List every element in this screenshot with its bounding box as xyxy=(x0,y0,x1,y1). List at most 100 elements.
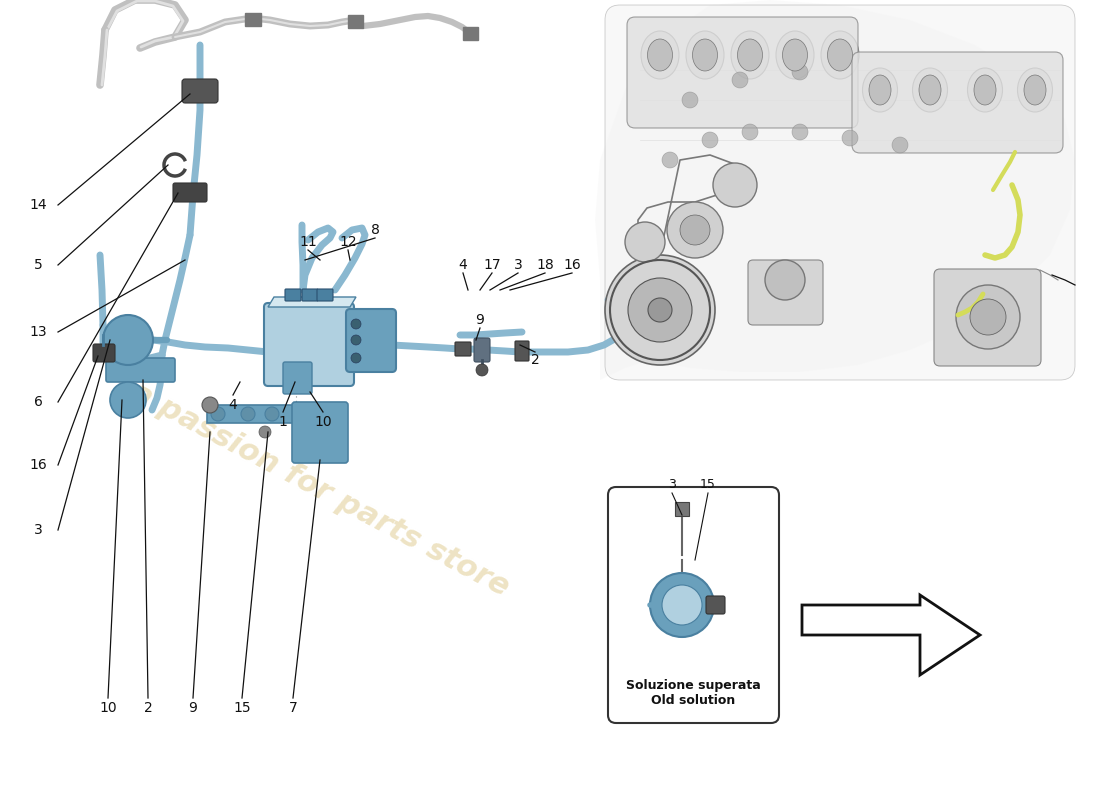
Text: 9: 9 xyxy=(475,313,484,327)
Polygon shape xyxy=(595,0,1075,380)
Circle shape xyxy=(970,299,1007,335)
Circle shape xyxy=(792,64,808,80)
Circle shape xyxy=(110,382,146,418)
Circle shape xyxy=(625,222,666,262)
Ellipse shape xyxy=(827,39,853,71)
Text: 10: 10 xyxy=(315,415,332,429)
Bar xyxy=(463,27,478,40)
Text: 15: 15 xyxy=(233,701,251,715)
Text: 3: 3 xyxy=(34,523,43,537)
FancyBboxPatch shape xyxy=(675,502,689,516)
Circle shape xyxy=(351,319,361,329)
FancyBboxPatch shape xyxy=(182,79,218,103)
Ellipse shape xyxy=(776,31,814,79)
Circle shape xyxy=(211,407,226,421)
Circle shape xyxy=(842,130,858,146)
Circle shape xyxy=(682,92,698,108)
Circle shape xyxy=(742,124,758,140)
Ellipse shape xyxy=(641,31,679,79)
FancyBboxPatch shape xyxy=(474,338,490,362)
FancyBboxPatch shape xyxy=(285,289,301,301)
FancyBboxPatch shape xyxy=(283,362,312,394)
Text: 15: 15 xyxy=(700,478,716,491)
Polygon shape xyxy=(268,297,356,307)
Text: 14: 14 xyxy=(30,198,47,212)
Circle shape xyxy=(628,278,692,342)
Ellipse shape xyxy=(737,39,762,71)
Ellipse shape xyxy=(821,31,859,79)
FancyBboxPatch shape xyxy=(515,341,529,361)
Circle shape xyxy=(258,426,271,438)
Circle shape xyxy=(956,285,1020,349)
Ellipse shape xyxy=(1024,75,1046,105)
FancyBboxPatch shape xyxy=(346,309,396,372)
Ellipse shape xyxy=(686,31,724,79)
Text: Old solution: Old solution xyxy=(651,694,735,706)
Text: 8: 8 xyxy=(371,223,380,237)
Text: 6: 6 xyxy=(34,395,43,409)
FancyBboxPatch shape xyxy=(106,358,175,382)
Text: a passion for parts store: a passion for parts store xyxy=(126,378,514,602)
Text: 13: 13 xyxy=(30,325,47,339)
FancyBboxPatch shape xyxy=(94,344,115,362)
Bar xyxy=(348,15,363,28)
FancyBboxPatch shape xyxy=(207,405,327,423)
Text: 3: 3 xyxy=(514,258,522,272)
Bar xyxy=(245,13,261,26)
Ellipse shape xyxy=(1018,68,1053,112)
Circle shape xyxy=(662,585,702,625)
Ellipse shape xyxy=(782,39,807,71)
Circle shape xyxy=(892,137,907,153)
Circle shape xyxy=(605,255,715,365)
Circle shape xyxy=(732,72,748,88)
Text: 7: 7 xyxy=(288,701,297,715)
Circle shape xyxy=(351,353,361,363)
FancyBboxPatch shape xyxy=(934,269,1041,366)
Ellipse shape xyxy=(693,39,717,71)
Circle shape xyxy=(667,202,723,258)
Polygon shape xyxy=(802,595,980,675)
Circle shape xyxy=(648,298,672,322)
Text: 3: 3 xyxy=(668,478,675,491)
Circle shape xyxy=(202,397,218,413)
Circle shape xyxy=(713,163,757,207)
Text: 5: 5 xyxy=(34,258,43,272)
Ellipse shape xyxy=(869,75,891,105)
FancyBboxPatch shape xyxy=(317,289,333,301)
Circle shape xyxy=(662,152,678,168)
FancyBboxPatch shape xyxy=(627,17,858,128)
Ellipse shape xyxy=(648,39,672,71)
Text: 17: 17 xyxy=(483,258,500,272)
FancyBboxPatch shape xyxy=(302,289,318,301)
FancyBboxPatch shape xyxy=(852,52,1063,153)
Text: 16: 16 xyxy=(29,458,47,472)
FancyBboxPatch shape xyxy=(706,596,725,614)
FancyBboxPatch shape xyxy=(455,342,471,356)
Text: 16: 16 xyxy=(563,258,581,272)
FancyBboxPatch shape xyxy=(608,487,779,723)
Ellipse shape xyxy=(968,68,1002,112)
Ellipse shape xyxy=(913,68,947,112)
Ellipse shape xyxy=(862,68,898,112)
Text: 2: 2 xyxy=(144,701,153,715)
Circle shape xyxy=(241,407,255,421)
FancyBboxPatch shape xyxy=(748,260,823,325)
FancyBboxPatch shape xyxy=(605,5,1075,380)
Circle shape xyxy=(702,132,718,148)
Text: 1: 1 xyxy=(278,415,287,429)
Text: 2: 2 xyxy=(530,353,539,367)
FancyBboxPatch shape xyxy=(264,303,354,386)
Text: 18: 18 xyxy=(536,258,554,272)
Text: 9: 9 xyxy=(188,701,197,715)
Text: 4: 4 xyxy=(229,398,238,412)
Circle shape xyxy=(476,364,488,376)
Text: 11: 11 xyxy=(299,235,317,249)
Circle shape xyxy=(680,215,710,245)
Text: 10: 10 xyxy=(99,701,117,715)
Circle shape xyxy=(650,573,714,637)
Circle shape xyxy=(792,124,808,140)
Circle shape xyxy=(103,315,153,365)
Text: 12: 12 xyxy=(339,235,356,249)
Circle shape xyxy=(265,407,279,421)
FancyBboxPatch shape xyxy=(292,402,348,463)
